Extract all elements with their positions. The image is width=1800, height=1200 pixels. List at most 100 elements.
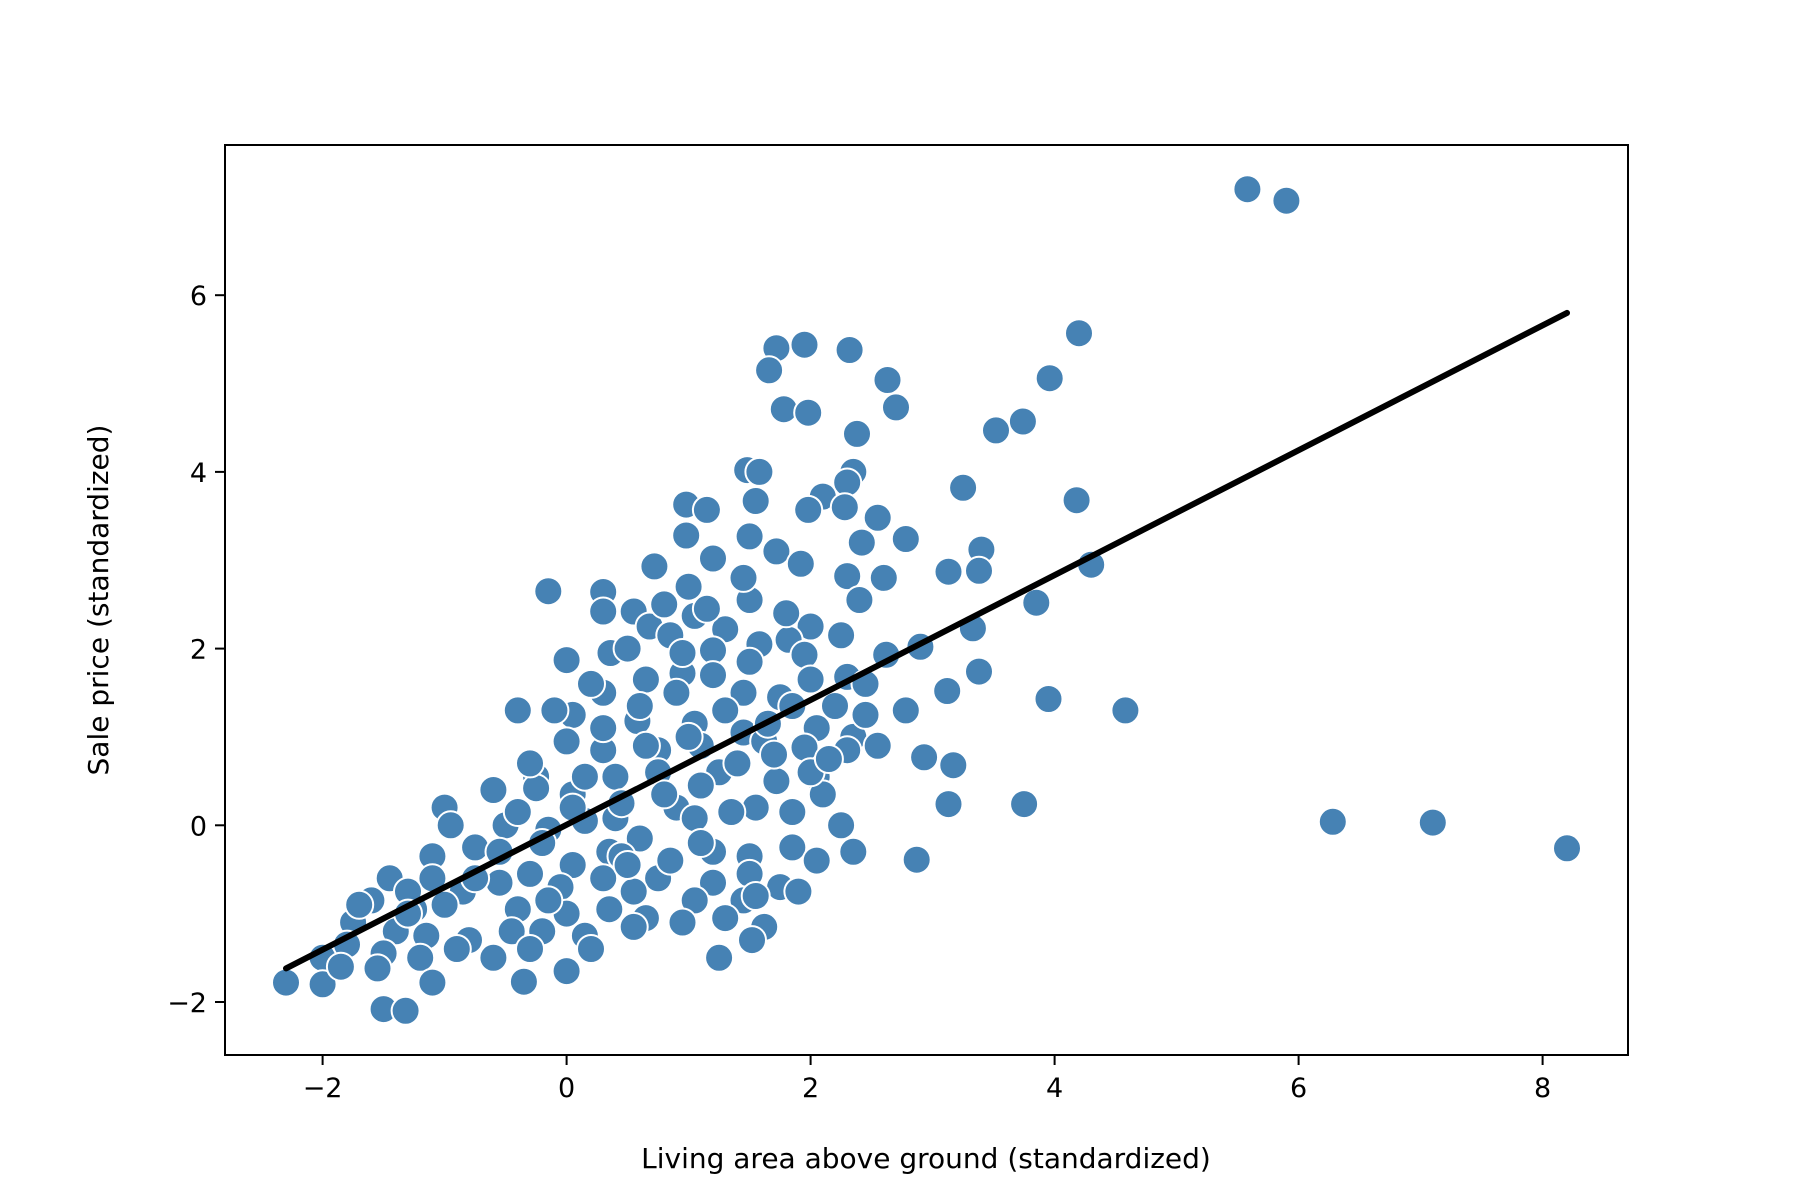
data-point [594,894,625,925]
data-point [834,335,865,365]
data-point [785,548,816,579]
data-point [588,713,619,744]
data-point [679,803,710,834]
data-point [1417,807,1448,838]
data-point [612,633,643,664]
data-point [737,925,767,956]
data-point [533,576,564,607]
data-point [576,668,606,699]
data-point [569,761,600,792]
data-point [1021,587,1052,618]
data-point [612,850,643,880]
data-point [901,844,932,875]
data-point [795,664,826,695]
data-point [618,911,649,942]
data-point [685,770,716,801]
data-point [842,418,872,449]
data-point [872,365,903,395]
data-point [673,721,704,752]
data-point [844,585,875,615]
data-point [661,677,692,708]
x-tick-label: 8 [1534,1073,1551,1104]
data-point [768,394,799,425]
data-point [761,536,792,567]
data-point [344,889,375,920]
x-tick-label: −2 [303,1073,343,1104]
data-point [789,639,820,670]
data-point [539,695,570,726]
data-point [600,761,631,792]
data-point [655,845,686,876]
x-axis: −2 0 2 4 6 8 [303,1055,1551,1104]
data-point [759,739,789,770]
data-point [667,907,698,938]
data-point [1007,406,1038,437]
data-point [551,956,582,987]
data-point [964,555,994,586]
data-point [630,664,661,695]
data-point [801,845,832,876]
data-point [862,502,893,533]
data-point [649,779,680,810]
data-point [484,867,515,898]
data-point [881,392,911,423]
data-point [698,660,728,691]
data-point [890,524,921,554]
data-point [933,789,964,820]
data-point [1552,833,1582,864]
data-point [307,969,338,1000]
y-axis: −2 0 2 4 6 [167,281,225,1019]
data-point [588,863,619,894]
x-tick-label: 6 [1290,1073,1307,1104]
data-point [728,677,759,708]
data-point [734,521,765,552]
y-tick-label: 6 [190,281,207,312]
data-point [740,792,771,823]
data-point [1232,174,1263,205]
data-point [405,942,436,973]
data-point [938,750,969,781]
data-point [325,951,356,982]
data-point [862,730,893,761]
regression-line [283,309,1570,972]
data-point [850,699,881,730]
y-tick-label: −2 [167,988,207,1019]
data-point [783,876,814,907]
data-point [667,638,698,668]
x-tick-label: 4 [1046,1073,1063,1104]
data-point [964,656,994,687]
data-point [698,543,728,574]
x-axis-label: Living area above ground (standardized) [641,1142,1211,1175]
data-point [722,748,753,779]
data-point [417,967,448,998]
data-point [515,934,545,964]
data-point [1061,485,1092,516]
data-point [429,889,460,920]
data-point [533,885,564,916]
data-point [813,744,844,774]
data-point [673,571,704,602]
data-point [478,775,509,805]
data-point [460,832,491,863]
data-point [793,397,824,428]
data-point [1317,806,1348,837]
data-point [691,494,722,525]
data-point [820,691,850,721]
data-point [728,562,759,593]
data-point [771,598,802,629]
data-point [435,810,466,841]
data-point [649,589,680,620]
data-point [588,596,619,627]
data-point [909,742,940,773]
data-point [576,934,606,964]
data-point [826,810,857,841]
data-point [716,797,747,827]
data-point [1009,789,1040,820]
plot-frame [224,144,1629,1056]
data-point [740,486,771,516]
data-point [829,492,860,523]
data-point [754,355,785,386]
data-point [744,456,775,487]
